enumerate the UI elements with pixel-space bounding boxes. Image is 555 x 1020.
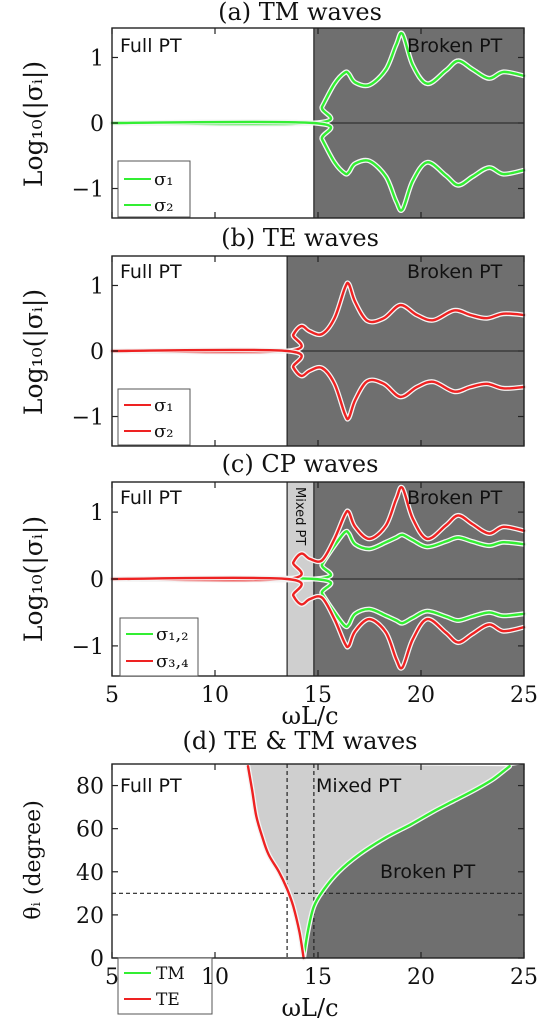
panel-b-ylabel: Log₁₀(|σᵢ|) (19, 289, 49, 415)
ytick-label: 60 (76, 818, 104, 843)
panel-c-title: (c) CP waves (222, 450, 379, 478)
xtick-label: 10 (201, 683, 229, 708)
xtick-label: 5 (105, 965, 119, 990)
panel-c-ylabel: Log₁₀(|σᵢ|) (19, 516, 49, 642)
ytick-label: −1 (72, 635, 104, 660)
panel-b-region-full: Full PT (120, 261, 182, 283)
xtick-label: 20 (407, 965, 435, 990)
legend-entry: σ₁ (154, 395, 174, 416)
xtick-label: 5 (105, 683, 119, 708)
panel-d-title: (d) TE & TM waves (182, 727, 417, 755)
panel-d-ylabel: θᵢ (degree) (21, 800, 46, 920)
panel-a-legend: σ₁ σ₂ (118, 161, 190, 217)
panel-a-ylabel: Log₁₀(|σᵢ|) (19, 61, 49, 187)
xtick-label: 25 (510, 965, 538, 990)
panel-d-legend: TM TE (118, 958, 212, 1014)
xtick-label: 10 (201, 965, 229, 990)
legend-entry: σ₃,₄ (156, 651, 188, 672)
panel-c-region-full: Full PT (120, 487, 182, 509)
ytick-label: 0 (90, 340, 104, 365)
ytick-label: 0 (90, 568, 104, 593)
ytick-label: 0 (90, 947, 104, 972)
panel-b-legend: σ₁ σ₂ (118, 389, 190, 445)
legend-entry: σ₂ (154, 421, 174, 442)
legend-entry: TM (156, 964, 185, 984)
ytick-label: −1 (72, 178, 104, 203)
panel-a-region-full: Full PT (120, 35, 182, 57)
ytick-label: 1 (90, 46, 104, 71)
panel-c-xlabel: ωL/c (281, 702, 338, 730)
legend-entry: TE (156, 990, 180, 1010)
panel-d-region-mixed: Mixed PT (316, 775, 402, 797)
ytick-label: 20 (76, 904, 104, 929)
legend-entry: σ₁ (154, 169, 174, 190)
panel-a-title: (a) TM waves (218, 0, 382, 26)
panel-d-xlabel: ωL/c (281, 994, 338, 1020)
panel-c-region-broken: Broken PT (407, 487, 503, 509)
panel-c-legend: σ₁,₂ σ₃,₄ (120, 618, 198, 676)
panel-d-region-broken: Broken PT (380, 861, 476, 883)
ytick-label: 1 (90, 274, 104, 299)
ytick-label: 40 (76, 861, 104, 886)
legend-entry: σ₁,₂ (156, 624, 188, 645)
ytick-label: 1 (90, 501, 104, 526)
ytick-label: −1 (72, 406, 104, 431)
ytick-label: 80 (76, 775, 104, 800)
xtick-label: 20 (407, 683, 435, 708)
panel-d-region-full: Full PT (120, 775, 182, 797)
xtick-label: 15 (304, 965, 332, 990)
panel-a-region-broken: Broken PT (407, 35, 503, 57)
legend-entry: σ₂ (154, 195, 174, 216)
panel-c-region-mixed: Mixed PT (292, 487, 307, 545)
panel-b-region-broken: Broken PT (407, 261, 503, 283)
panel-b-title: (b) TE waves (221, 224, 379, 252)
xtick-label: 25 (510, 683, 538, 708)
ytick-label: 0 (90, 112, 104, 137)
